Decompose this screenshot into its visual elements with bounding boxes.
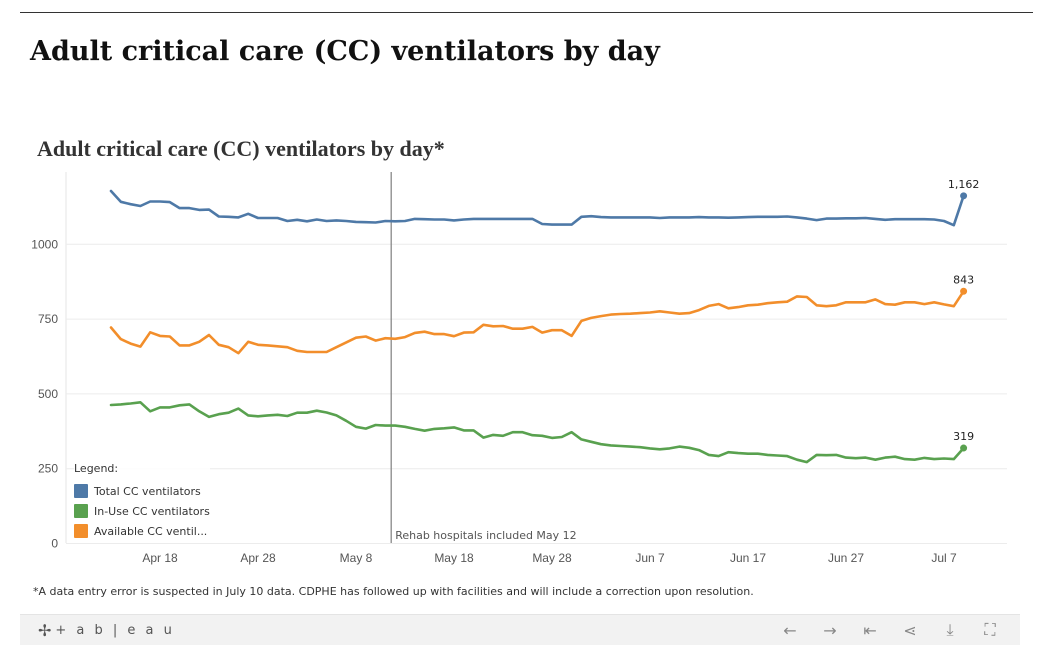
series-line-1[interactable] [109,400,965,464]
legend-label-total: Total CC ventilators [94,484,201,498]
legend-item-available[interactable]: Available CC ventil... [74,521,210,541]
legend-swatch-in-use [74,504,88,518]
series-end-label-0: 1,162 [948,178,980,191]
tableau-mark-icon: ✢ [38,620,52,640]
legend: Legend: Total CC ventilators In-Use CC v… [74,462,210,541]
x-tick-label: Jun 27 [828,551,864,565]
x-tick-label: Jul 7 [931,551,957,565]
share-icon[interactable]: ⋖ [903,620,917,640]
legend-title: Legend: [74,462,119,475]
fullscreen-icon[interactable]: ⛶ [984,620,996,639]
series-line-0[interactable] [109,189,965,227]
series-end-label-1: 319 [953,430,974,443]
series-end-point-1[interactable] [960,444,968,452]
redo-icon[interactable]: → [823,620,837,640]
tableau-logo-text: + a b | e a u [55,622,175,638]
series-end-point-0[interactable] [960,192,968,200]
tableau-toolbar: ✢ + a b | e a u ← → ⇤ ⋖ ⤓ ⛶ [20,614,1020,645]
y-tick-label: 1000 [31,237,58,251]
rehab-annotation: Rehab hospitals included May 12 [390,172,577,543]
y-tick-label: 0 [51,537,58,551]
x-tick-label: May 8 [340,551,373,565]
undo-icon[interactable]: ← [783,620,797,640]
x-tick-label: May 28 [532,551,572,565]
rehab-annotation-label: Rehab hospitals included May 12 [395,529,576,542]
download-icon[interactable]: ⤓ [946,620,954,639]
tableau-logo[interactable]: ✢ + a b | e a u [38,621,175,640]
x-tick-label: May 18 [434,551,474,565]
y-tick-label: 250 [38,462,58,476]
legend-label-in-use: In-Use CC ventilators [94,504,210,518]
footnote: *A data entry error is suspected in July… [33,585,754,598]
series-line-2[interactable] [109,289,965,355]
x-tick-label: Apr 18 [142,551,178,565]
y-tick-label: 750 [38,312,58,326]
top-divider [20,12,1033,13]
gridlines [65,172,1007,544]
chart-title: Adult critical care (CC) ventilators by … [37,136,445,161]
y-axis-ticks: 0 250 500 750 1000 [31,237,58,550]
x-axis-ticks: Apr 18 Apr 28 May 8 May 18 May 28 Jun 7 Jun 17… [142,551,957,565]
legend-item-in-use[interactable]: In-Use CC ventilators [74,501,210,521]
legend-swatch-total [74,484,88,498]
x-tick-label: Jun 17 [730,551,766,565]
x-tick-label: Jun 7 [635,551,665,565]
series-end-point-2[interactable] [960,287,968,295]
legend-item-total[interactable]: Total CC ventilators [74,481,210,501]
y-tick-label: 500 [38,387,58,401]
series-lines: 1,162 319 843 [109,178,980,464]
revert-icon[interactable]: ⇤ [863,620,877,640]
series-end-label-2: 843 [953,273,974,286]
page-title: Adult critical care (CC) ventilators by … [30,36,660,67]
x-tick-label: Apr 28 [240,551,276,565]
legend-swatch-available [74,524,88,538]
legend-label-available: Available CC ventil... [94,524,208,538]
